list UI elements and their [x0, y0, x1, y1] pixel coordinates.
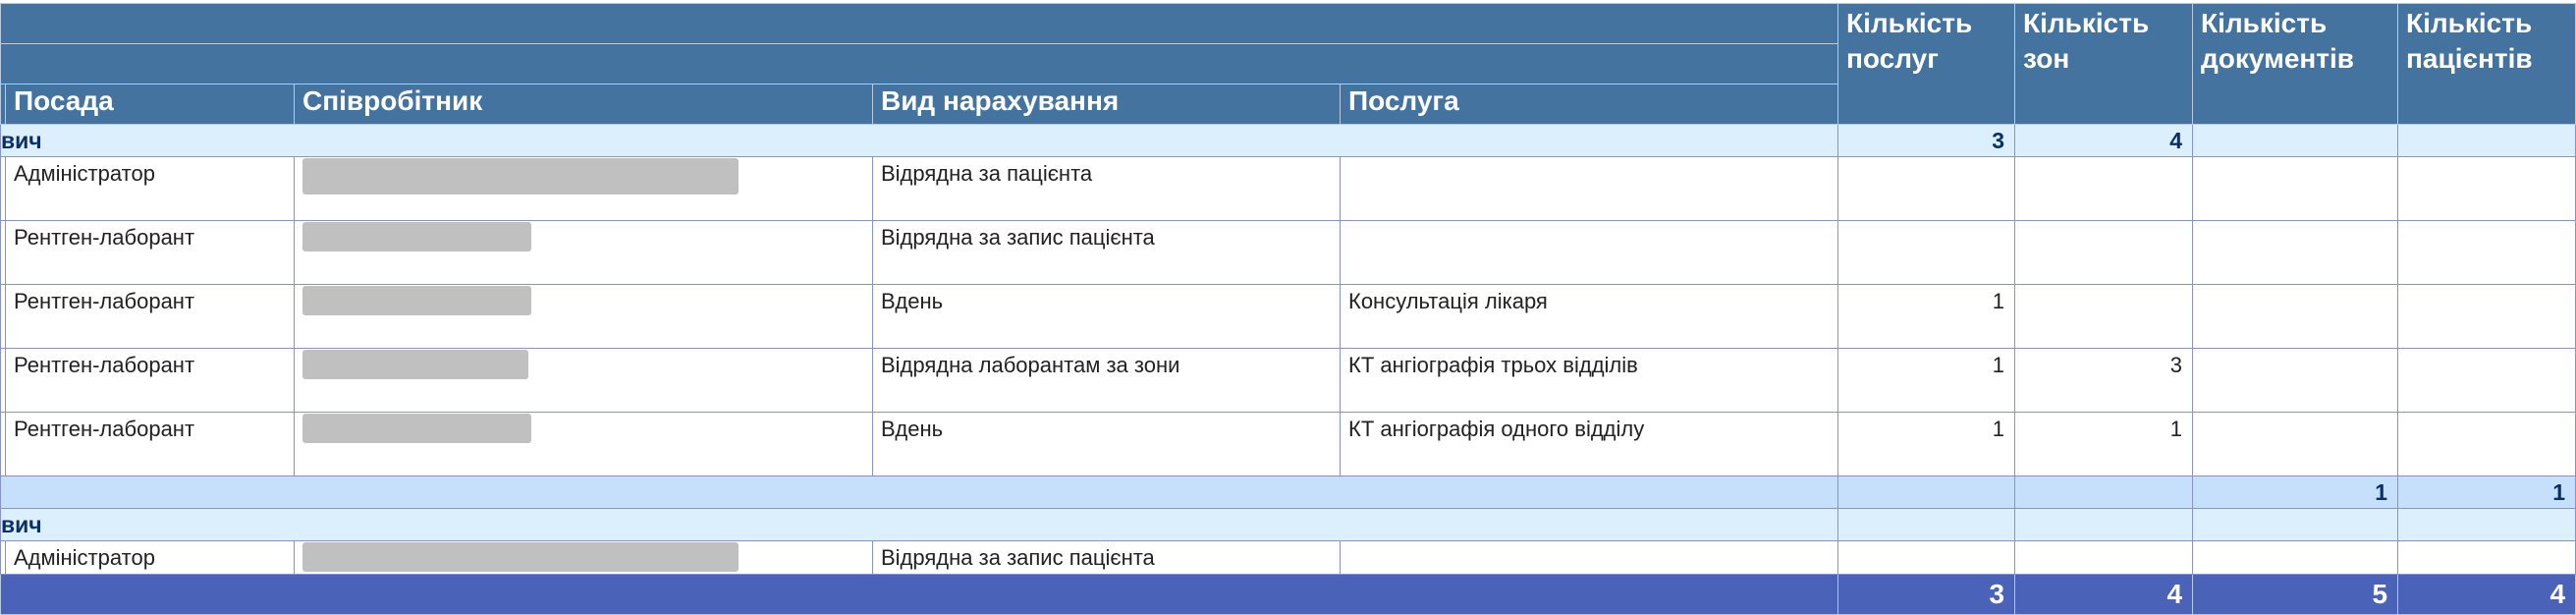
- redacted-employee-name: [302, 350, 528, 379]
- group-row[interactable]: вич: [0, 508, 2576, 541]
- service-cell: [1339, 156, 1839, 221]
- redacted-employee-name: [302, 286, 531, 315]
- service-cell: [1339, 540, 1839, 575]
- table-row[interactable]: Рентген-лаборант Відрядна лаборантам за з…: [0, 348, 2576, 413]
- header-spacer: [0, 3, 1839, 44]
- group-row[interactable]: вич 3 4: [0, 124, 2576, 157]
- accrual-type-cell: Вдень: [872, 412, 1341, 476]
- header-position[interactable]: Посада: [5, 84, 295, 125]
- group-total: [2192, 124, 2399, 157]
- count-cell: [2397, 412, 2576, 476]
- group-total: 4: [2014, 124, 2194, 157]
- subtotal-value: [1837, 475, 2016, 509]
- position-cell: Рентген-лаборант: [5, 348, 295, 413]
- count-cell: 1: [1837, 284, 2016, 349]
- table-row[interactable]: Рентген-лаборант Відрядна за запис пацієн…: [0, 220, 2576, 285]
- subtotal-value: 1: [2192, 475, 2399, 509]
- count-cell: [2192, 284, 2399, 349]
- group-total: [2192, 508, 2399, 541]
- position-cell: Рентген-лаборант: [5, 412, 295, 476]
- count-cell: 1: [2014, 412, 2194, 476]
- count-cell: [2192, 412, 2399, 476]
- employee-cell: [294, 220, 873, 285]
- count-cell: [2192, 540, 2399, 575]
- accrual-type-cell: Відрядна лаборантам за зони: [872, 348, 1341, 413]
- group-name: вич: [0, 508, 1839, 541]
- position-cell: Адміністратор: [5, 540, 295, 575]
- count-cell: [2397, 348, 2576, 413]
- table-row[interactable]: Рентген-лаборант Вдень КТ ангіографія одно…: [0, 412, 2576, 476]
- redacted-employee-name: [302, 414, 531, 443]
- count-cell: [2014, 540, 2194, 575]
- count-cell: [1837, 156, 2016, 221]
- header-spacer: [0, 43, 1839, 84]
- count-cell: 3: [2014, 348, 2194, 413]
- count-cell: [2014, 284, 2194, 349]
- grand-total-value: 4: [2014, 574, 2194, 615]
- header-patients-count[interactable]: Кількість пацієнтів: [2397, 3, 2576, 125]
- table-row[interactable]: Адміністратор Відрядна за пацієнта: [0, 156, 2576, 221]
- report-table: Кількість послуг Кількість зон Кількість…: [0, 3, 2576, 615]
- count-cell: [1837, 220, 2016, 285]
- header-row-top: Кількість послуг Кількість зон Кількість…: [0, 3, 2576, 125]
- header-accrual-type[interactable]: Вид нарахування: [872, 84, 1341, 125]
- header-service[interactable]: Послуга: [1339, 84, 1839, 125]
- accrual-type-cell: Відрядна за пацієнта: [872, 156, 1341, 221]
- count-cell: [1837, 540, 2016, 575]
- count-cell: [2192, 156, 2399, 221]
- grand-total-label: [0, 574, 1839, 615]
- group-total: [2014, 508, 2194, 541]
- header-documents-count[interactable]: Кількість документів: [2192, 3, 2399, 125]
- header-services-count[interactable]: Кількість послуг: [1837, 3, 2016, 125]
- redacted-employee-name: [302, 222, 531, 252]
- count-cell: [2014, 220, 2194, 285]
- table-row[interactable]: Адміністратор Відрядна за запис пацієнта: [0, 540, 2576, 575]
- grand-total-value: 3: [1837, 574, 2016, 615]
- group-total: [2397, 508, 2576, 541]
- position-cell: Рентген-лаборант: [5, 284, 295, 349]
- service-cell: КТ ангіографія трьох відділів: [1339, 348, 1839, 413]
- service-cell: Консультація лікаря: [1339, 284, 1839, 349]
- subtotal-value: [2014, 475, 2194, 509]
- accrual-type-cell: Відрядна за запис пацієнта: [872, 540, 1341, 575]
- header-employee[interactable]: Співробітник: [294, 84, 873, 125]
- group-total: [2397, 124, 2576, 157]
- employee-cell: [294, 348, 873, 413]
- count-cell: 1: [1837, 348, 2016, 413]
- redacted-employee-name: [302, 542, 739, 572]
- accrual-type-cell: Вдень: [872, 284, 1341, 349]
- service-cell: КТ ангіографія одного відділу: [1339, 412, 1839, 476]
- count-cell: [2397, 220, 2576, 285]
- position-cell: Рентген-лаборант: [5, 220, 295, 285]
- accrual-type-cell: Відрядна за запис пацієнта: [872, 220, 1341, 285]
- count-cell: [2192, 220, 2399, 285]
- header-zones-count[interactable]: Кількість зон: [2014, 3, 2194, 125]
- redacted-employee-name: [302, 158, 739, 195]
- service-cell: [1339, 220, 1839, 285]
- employee-cell: [294, 540, 873, 575]
- count-cell: 1: [1837, 412, 2016, 476]
- grand-total-value: 5: [2192, 574, 2399, 615]
- employee-cell: [294, 412, 873, 476]
- grand-total-value: 4: [2397, 574, 2576, 615]
- subtotal-value: 1: [2397, 475, 2576, 509]
- count-cell: [2192, 348, 2399, 413]
- table-row[interactable]: Рентген-лаборант Вдень Консультація лікаря…: [0, 284, 2576, 349]
- header-row-middle: [0, 43, 2576, 84]
- count-cell: [2397, 284, 2576, 349]
- group-name: вич: [0, 124, 1839, 157]
- employee-cell: [294, 284, 873, 349]
- count-cell: [2397, 540, 2576, 575]
- position-cell: Адміністратор: [5, 156, 295, 221]
- employee-cell: [294, 156, 873, 221]
- count-cell: [2397, 156, 2576, 221]
- count-cell: [2014, 156, 2194, 221]
- header-row-columns: Посада Співробітник Вид нарахування Посл…: [0, 84, 2576, 125]
- group-total: 3: [1837, 124, 2016, 157]
- group-total: [1837, 508, 2016, 541]
- subtotal-label: [0, 475, 1839, 509]
